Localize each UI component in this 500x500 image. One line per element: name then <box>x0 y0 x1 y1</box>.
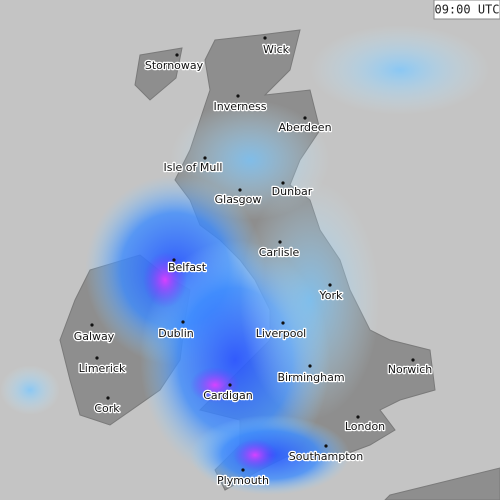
city-dot <box>281 181 285 185</box>
city-dot <box>308 364 312 368</box>
city-label: Inverness <box>213 100 266 113</box>
city-dot <box>106 396 110 400</box>
city-dot <box>203 156 207 160</box>
city-label: Birmingham <box>277 371 344 384</box>
city-label: Cork <box>94 402 120 415</box>
city-dot <box>90 323 94 327</box>
city-label: Cardigan <box>203 389 253 402</box>
city-label: Southampton <box>289 450 363 463</box>
city-dot <box>324 444 328 448</box>
city-label: Aberdeen <box>278 121 331 134</box>
city-label: Belfast <box>168 261 207 274</box>
city-dot <box>278 240 282 244</box>
city-label: Isle of Mull <box>164 161 223 174</box>
city-dot <box>175 53 179 57</box>
city-dot <box>95 356 99 360</box>
city-dot <box>263 36 267 40</box>
city-label: York <box>319 289 344 302</box>
city-dot <box>172 258 176 262</box>
city-label: Dublin <box>158 327 194 340</box>
city-label: Stornoway <box>145 59 204 72</box>
timestamp: 09:00 UTC <box>434 3 499 17</box>
city-label: Carlisle <box>259 246 300 259</box>
city-label: Dunbar <box>272 185 313 198</box>
city-label: Limerick <box>79 362 126 375</box>
city-dot <box>411 358 415 362</box>
city-dot <box>281 321 285 325</box>
city-dot <box>181 320 185 324</box>
city-label: Glasgow <box>215 193 262 206</box>
city-label: Galway <box>74 330 115 343</box>
city-label: Plymouth <box>217 474 269 487</box>
city-dot <box>303 116 307 120</box>
city-dot <box>238 188 242 192</box>
city-dot <box>356 415 360 419</box>
city-label: Wick <box>263 43 290 56</box>
city-label: Liverpool <box>256 327 306 340</box>
city-dot <box>236 94 240 98</box>
timestamp-box <box>433 0 500 20</box>
city-dot <box>241 468 245 472</box>
city-label: Norwich <box>388 363 433 376</box>
city-dot <box>228 383 232 387</box>
city-label: London <box>345 420 385 433</box>
city-dot <box>328 283 332 287</box>
radar-precipitation <box>0 25 490 495</box>
